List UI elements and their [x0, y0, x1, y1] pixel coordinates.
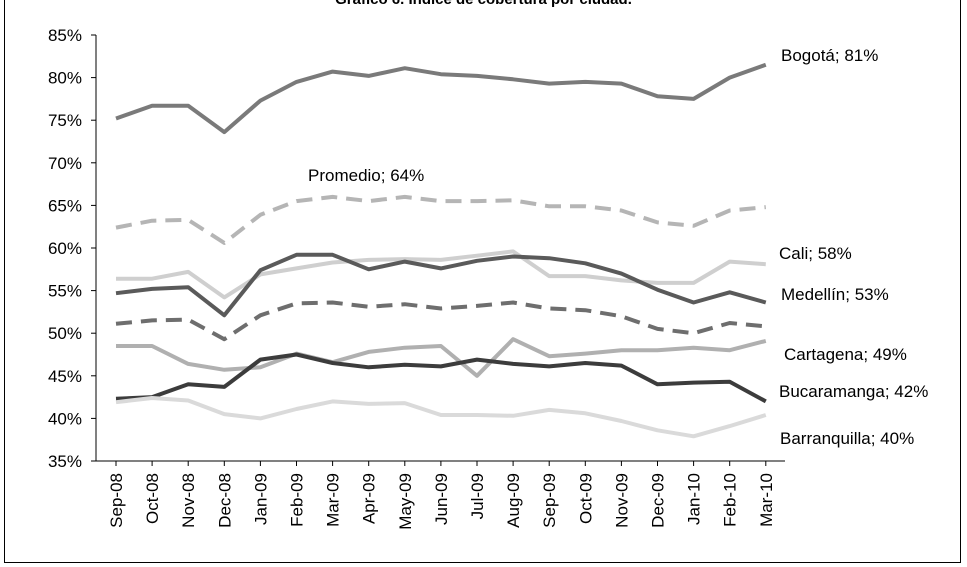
y-tick-label: 40% — [48, 409, 82, 428]
chart-frame — [4, 0, 961, 563]
y-tick-label: 70% — [48, 154, 82, 173]
x-tick-label: Jun-09 — [432, 473, 451, 525]
series-line — [116, 337, 767, 378]
series-data-label: Promedio; 64% — [308, 166, 424, 185]
y-tick-label: 35% — [48, 452, 82, 471]
y-tick-label: 85% — [48, 26, 82, 45]
x-tick-label: Aug-09 — [504, 473, 523, 528]
series-data-label: Bucaramanga; 42% — [779, 382, 928, 401]
x-tick-label: Oct-09 — [576, 473, 595, 524]
series-data-label: Cali; 58% — [779, 244, 852, 263]
x-tick-label: Nov-09 — [612, 473, 631, 528]
x-tick-label: Apr-09 — [360, 473, 379, 524]
y-tick-label: 60% — [48, 239, 82, 258]
series-labels: Bogotá; 81% Promedio; 64% Cali; 58% Medellí… — [308, 46, 928, 448]
series-line — [116, 249, 766, 300]
y-tick-label: 50% — [48, 324, 82, 343]
x-tick-label: Mar-10 — [757, 473, 776, 527]
x-tick-label: Feb-10 — [721, 473, 740, 527]
x-tick-label: Dec-08 — [215, 473, 234, 528]
x-tick-label: Jan-10 — [685, 473, 704, 525]
x-tick-label: Feb-09 — [288, 473, 307, 527]
series-data-label: Medellín; 53% — [781, 285, 889, 304]
y-tick-label: 80% — [48, 69, 82, 88]
x-tick-label: Jan-09 — [251, 473, 270, 525]
series-line — [115, 396, 767, 439]
x-tick-label: May-09 — [396, 473, 415, 530]
x-tick-label: Sep-09 — [540, 473, 559, 528]
x-axis-ticks: Sep-08 Oct-08 Nov-08 Dec-08 Jan-09 Feb-09 Mar-… — [107, 461, 776, 530]
y-tick-label: 65% — [48, 196, 82, 215]
chart-title: Gráfico 6. Índice de cobertura por ciuda… — [0, 0, 967, 8]
series-line — [115, 300, 766, 342]
x-tick-label: Jul-09 — [468, 473, 487, 519]
series-data-label: Cartagena; 49% — [784, 345, 907, 364]
series-data-label: Bogotá; 81% — [781, 46, 878, 65]
x-tick-label: Oct-08 — [143, 473, 162, 524]
series-line — [115, 194, 766, 245]
y-tick-label: 45% — [48, 367, 82, 386]
x-tick-label: Sep-08 — [107, 473, 126, 528]
y-tick-label: 55% — [48, 282, 82, 301]
series-lines — [115, 62, 767, 439]
x-tick-label: Mar-09 — [324, 473, 343, 527]
series-line — [115, 252, 767, 318]
x-tick-label: Dec-09 — [649, 473, 668, 528]
series-line — [115, 352, 767, 404]
y-axis-ticks: 35% 40% 45% 50% 55% 60% 65% 70% 75% 80% 85% — [48, 26, 96, 471]
series-line — [115, 62, 767, 135]
y-tick-label: 75% — [48, 111, 82, 130]
series-data-label: Barranquilla; 40% — [780, 429, 914, 448]
x-tick-label: Nov-08 — [179, 473, 198, 528]
